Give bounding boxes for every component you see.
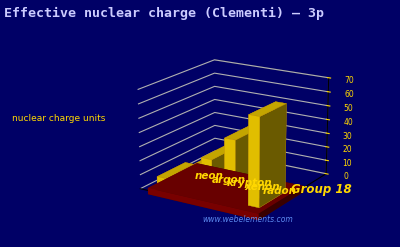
Text: nuclear charge units: nuclear charge units — [12, 114, 105, 123]
Text: Effective nuclear charge (Clementi) – 3p: Effective nuclear charge (Clementi) – 3p — [4, 7, 324, 21]
Text: www.webelements.com: www.webelements.com — [203, 215, 293, 224]
